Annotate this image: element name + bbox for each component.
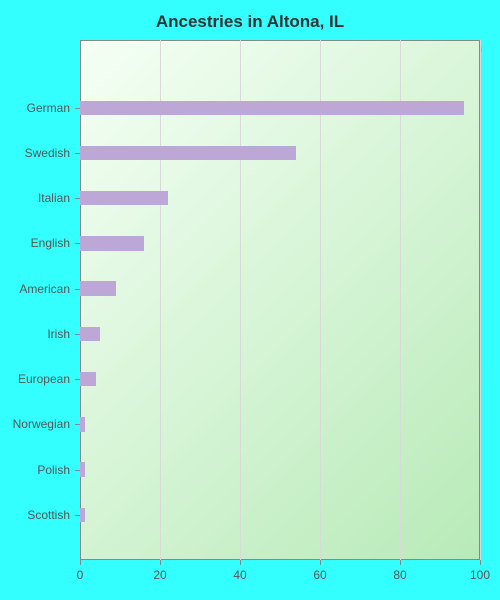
y-tick bbox=[75, 334, 80, 335]
chart-title: Ancestries in Altona, IL bbox=[0, 12, 500, 32]
y-tick-label: Swedish bbox=[0, 146, 70, 160]
y-tick-label: Norwegian bbox=[0, 417, 70, 431]
y-tick bbox=[75, 108, 80, 109]
gridline bbox=[400, 40, 401, 560]
plot-background bbox=[80, 40, 480, 560]
y-tick bbox=[75, 289, 80, 290]
x-tick-label: 40 bbox=[233, 568, 246, 582]
y-tick bbox=[75, 470, 80, 471]
gridline bbox=[480, 40, 481, 560]
bar bbox=[80, 101, 464, 115]
y-tick-label: English bbox=[0, 236, 70, 250]
bar bbox=[80, 417, 85, 431]
bar bbox=[80, 327, 100, 341]
y-tick bbox=[75, 379, 80, 380]
x-tick bbox=[480, 560, 481, 565]
y-tick-label: Scottish bbox=[0, 508, 70, 522]
x-tick-label: 60 bbox=[313, 568, 326, 582]
y-tick-label: Polish bbox=[0, 463, 70, 477]
y-tick-label: Italian bbox=[0, 191, 70, 205]
bar bbox=[80, 191, 168, 205]
x-tick-label: 80 bbox=[393, 568, 406, 582]
bar bbox=[80, 281, 116, 295]
y-tick bbox=[75, 243, 80, 244]
gridline bbox=[160, 40, 161, 560]
bar bbox=[80, 146, 296, 160]
y-tick-label: Irish bbox=[0, 327, 70, 341]
bar bbox=[80, 236, 144, 250]
x-tick bbox=[320, 560, 321, 565]
x-tick bbox=[240, 560, 241, 565]
bar bbox=[80, 508, 85, 522]
x-tick bbox=[80, 560, 81, 565]
x-tick-label: 0 bbox=[77, 568, 84, 582]
x-tick bbox=[400, 560, 401, 565]
y-tick-label: American bbox=[0, 282, 70, 296]
y-tick bbox=[75, 515, 80, 516]
bar bbox=[80, 372, 96, 386]
y-tick-label: German bbox=[0, 101, 70, 115]
y-tick bbox=[75, 198, 80, 199]
gridline bbox=[320, 40, 321, 560]
plot-area bbox=[80, 40, 480, 560]
y-tick bbox=[75, 153, 80, 154]
x-tick bbox=[160, 560, 161, 565]
page-root: Ancestries in Altona, IL City-Data.com 0… bbox=[0, 0, 500, 600]
y-tick bbox=[75, 424, 80, 425]
bar bbox=[80, 462, 85, 476]
x-tick-label: 100 bbox=[470, 568, 490, 582]
gridline bbox=[240, 40, 241, 560]
x-tick-label: 20 bbox=[153, 568, 166, 582]
y-tick-label: European bbox=[0, 372, 70, 386]
